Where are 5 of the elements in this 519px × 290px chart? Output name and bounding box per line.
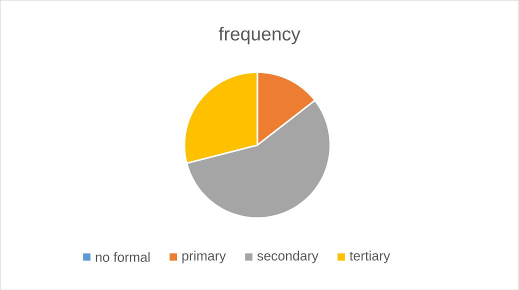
chart-title: frequency	[218, 26, 300, 44]
legend-label: secondary	[257, 250, 318, 264]
legend-label: no formal	[96, 252, 150, 262]
legend-label: primary	[182, 250, 226, 264]
legend-label: tertiary	[350, 250, 390, 264]
